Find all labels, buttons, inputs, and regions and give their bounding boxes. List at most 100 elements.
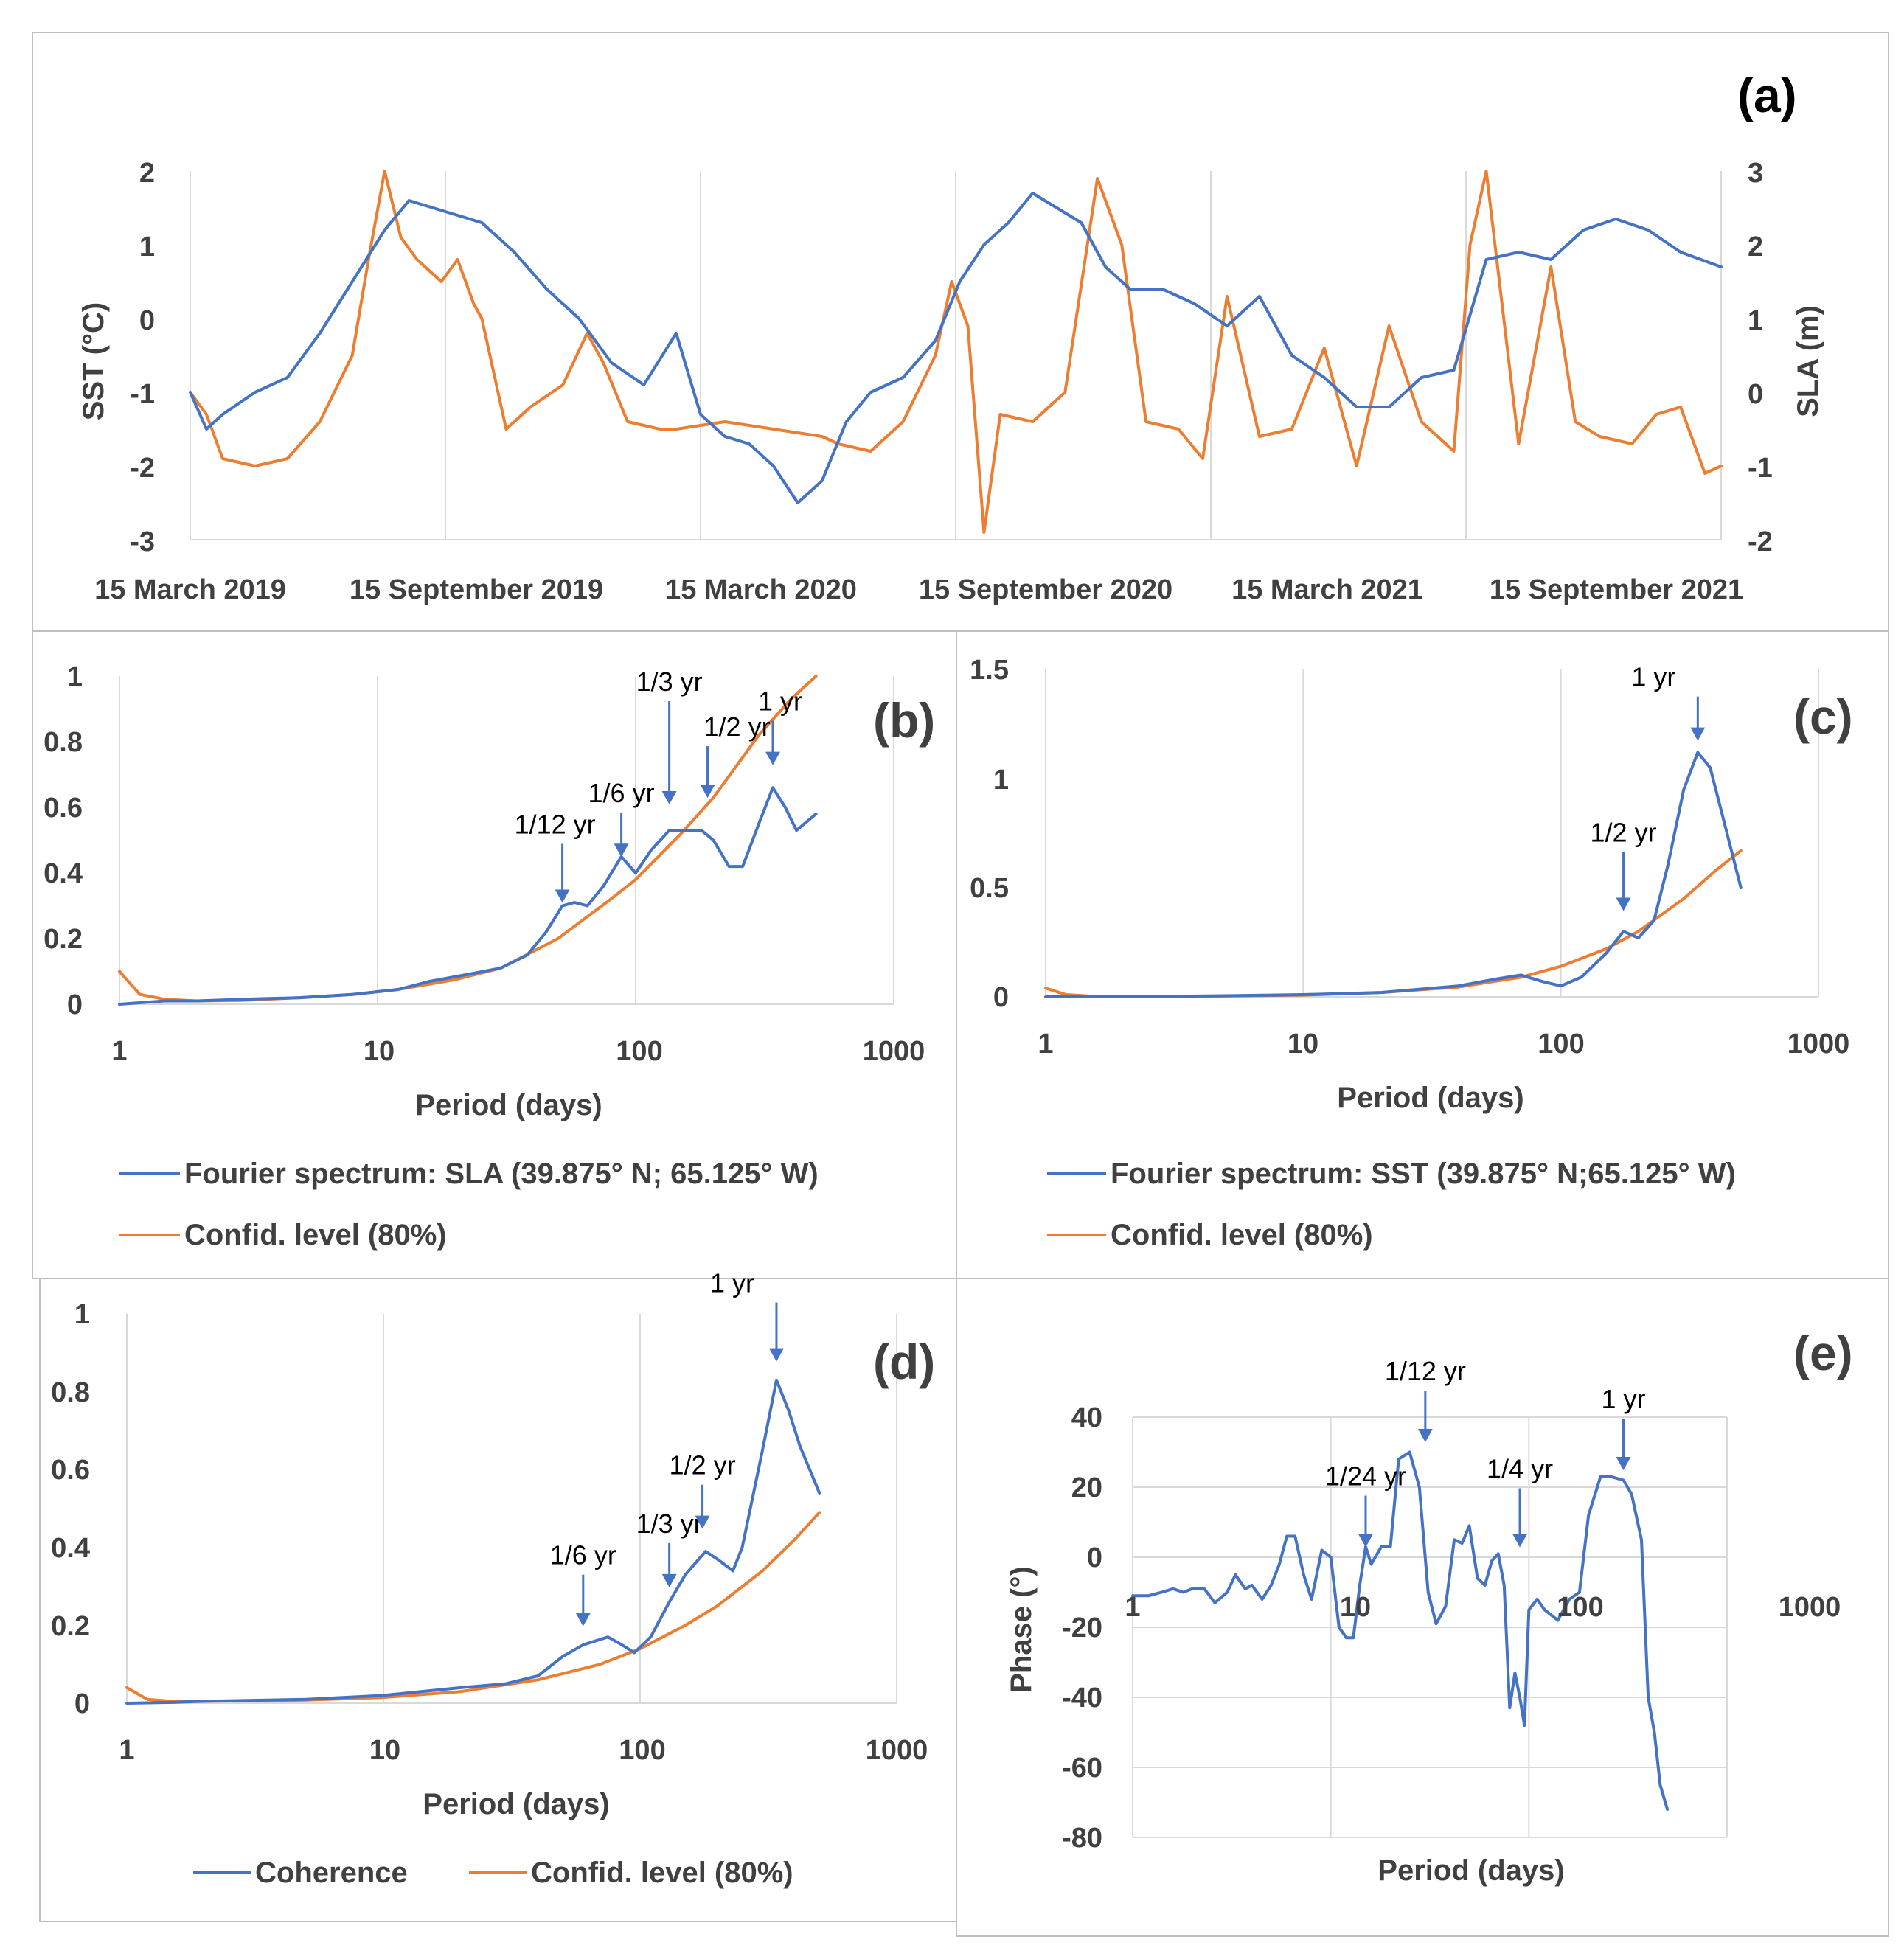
panel-a-label: (a): [1737, 68, 1797, 122]
panel-c-xtick: 100: [1538, 1029, 1584, 1060]
panel-d-legend-label: Confid. level (80%): [531, 1857, 793, 1889]
panel-a-ylabel-right: SLA (m): [1792, 305, 1824, 417]
panel-d-xtick: 1: [119, 1735, 134, 1766]
annotation-label: 1/2 yr: [704, 712, 771, 742]
annotation-label: 1 yr: [758, 686, 802, 717]
panel-e-ytick: -80: [1062, 1823, 1102, 1854]
panel-d-legend-label: Coherence: [255, 1857, 408, 1889]
panel-e-plot: 1/24 yr 1/12 yr 1/4 yr 1 yr: [1131, 1356, 1670, 1811]
panel-d-grid: [126, 1314, 897, 1704]
annotation-arrow-head: [1616, 1457, 1631, 1470]
annotation-arrow-head: [765, 751, 781, 765]
annotation-label: 1/6 yr: [550, 1540, 616, 1570]
panel-e-label: (e): [1793, 1326, 1853, 1380]
annotation-arrow-head: [768, 1348, 784, 1362]
annotation-label: 1/2 yr: [1591, 818, 1657, 848]
annotation-label: 1/6 yr: [588, 778, 655, 808]
annotation-label: 1/2 yr: [670, 1450, 736, 1481]
panel-d-xtick: 1000: [866, 1735, 928, 1766]
annotation-label: 1/24 yr: [1325, 1461, 1406, 1492]
panel-c-ytick: 0: [993, 982, 1009, 1013]
panel-c-legend-label: Fourier spectrum: SST (39.875° N;65.125°…: [1111, 1158, 1736, 1190]
panel-b-xtick: 1: [111, 1036, 127, 1067]
panel-e-ylabel: Phase (°): [1005, 1566, 1038, 1693]
panel-d-label: (d): [873, 1335, 935, 1389]
panel-b-plot: 1/12 yr1/6 yr 1/3 yr1/2 yr1 yr: [118, 667, 818, 1006]
panel-a-xtick: 15 September 2020: [919, 574, 1172, 605]
annotation-arrow-head: [614, 843, 629, 858]
annotation-arrow-head: [1417, 1429, 1433, 1442]
panel-b-legend-label: Confid. level (80%): [184, 1219, 447, 1251]
annotation-arrow-head: [1358, 1534, 1373, 1548]
panel-b-ytick: 0.2: [44, 924, 83, 955]
panel-c-ytick: 0.5: [970, 873, 1009, 904]
panel-b-ytick: 0.6: [44, 793, 83, 824]
panel-a-xtick: 15 March 2019: [94, 574, 286, 605]
annotation-label: 1 yr: [710, 1268, 754, 1298]
panel-e-ytick: 20: [1071, 1472, 1102, 1503]
panel-a-ytick-right: 1: [1748, 305, 1763, 336]
panel-c-grid: [1045, 669, 1819, 998]
panel-e-xtick: 10: [1340, 1592, 1371, 1623]
panel-a-ytick-left: 2: [139, 158, 155, 189]
panel-a-grid: [190, 171, 1722, 540]
panel-a-frame: [32, 32, 1889, 632]
panel-b-legend-label: Fourier spectrum: SLA (39.875° N; 65.125…: [184, 1158, 819, 1190]
panel-a-ytick-right: -1: [1748, 453, 1773, 484]
panel-c-legend-label: Confid. level (80%): [1111, 1219, 1373, 1251]
spectrum-series-line: [125, 1378, 821, 1705]
spectrum-series-line: [1044, 751, 1743, 998]
confid-level-series-line: [1044, 849, 1743, 998]
annotation-arrow-head: [555, 889, 570, 903]
panel-a-ytick-left: -2: [130, 453, 155, 484]
panel-b-ytick: 1: [67, 661, 83, 692]
panel-b-grid: [119, 676, 894, 1005]
annotation-arrow-head: [661, 791, 677, 804]
annotation-arrow-head: [1616, 897, 1631, 911]
panel-a-ytick-right: 2: [1748, 232, 1763, 262]
panel-a-ytick-left: 1: [139, 232, 155, 262]
panel-b-xtick: 100: [616, 1036, 662, 1067]
panel-c-label: (c): [1793, 689, 1853, 744]
panel-e-frame: [956, 1278, 1889, 1937]
panel-e-ytick: -40: [1062, 1683, 1102, 1714]
panel-a-ytick-right: 0: [1748, 379, 1763, 410]
annotation-label: 1 yr: [1602, 1384, 1646, 1414]
panel-d-ytick: 1: [74, 1299, 90, 1330]
panel-a: (a) 2 1 0 -1 -2 -3 3 2 1 0 -1 -2 SST (°C…: [32, 32, 1889, 632]
panel-e-ytick: -60: [1062, 1753, 1102, 1784]
panel-e-xtick: 1: [1125, 1592, 1140, 1623]
panel-e-ytick: -20: [1062, 1613, 1102, 1643]
panel-d-frame: [39, 1278, 957, 1922]
panel-d-ytick: 0.2: [51, 1611, 90, 1642]
spectrum-series-line: [1131, 1450, 1670, 1811]
panel-c-xtick: 1000: [1787, 1029, 1850, 1060]
panel-b-ytick: 0: [67, 989, 83, 1020]
panel-e-ytick: 0: [1087, 1542, 1102, 1573]
panel-d-xtick: 10: [369, 1735, 400, 1766]
annotation-label: 1 yr: [1631, 662, 1675, 692]
panel-a-plot: [189, 170, 1723, 534]
panel-d-ytick: 0: [74, 1688, 90, 1719]
panel-b-xlabel: Period (days): [415, 1089, 602, 1121]
panel-e-xlabel: Period (days): [1377, 1854, 1564, 1887]
annotation-arrow-head: [575, 1613, 591, 1627]
panel-a-xtick: 15 March 2021: [1231, 574, 1423, 605]
panel-a-xtick: 15 September 2019: [350, 574, 603, 605]
panel-c-xtick: 10: [1288, 1029, 1318, 1060]
panel-e-grid: [1132, 1416, 1728, 1838]
panel-a-ytick-left: -3: [130, 526, 155, 557]
spectrum-series-line: [118, 786, 818, 1006]
annotation-label: 1/3 yr: [636, 1509, 703, 1539]
annotation-label: 1/12 yr: [515, 810, 596, 840]
panel-a-ylabel-left: SST (°C): [77, 302, 110, 420]
panel-d-ytick: 0.6: [51, 1455, 90, 1486]
panel-d-plot: 1/6 yr 1/3 yr 1/2 yr 1 yr: [125, 1268, 821, 1705]
panel-c-xlabel: Period (days): [1337, 1082, 1523, 1114]
sla-series-line: [189, 192, 1723, 504]
panel-c-ytick: 1: [993, 765, 1009, 796]
annotation-arrow-head: [695, 1515, 710, 1529]
annotation-label: 1/3 yr: [636, 667, 703, 697]
panel-b-xtick: 1000: [863, 1036, 925, 1067]
